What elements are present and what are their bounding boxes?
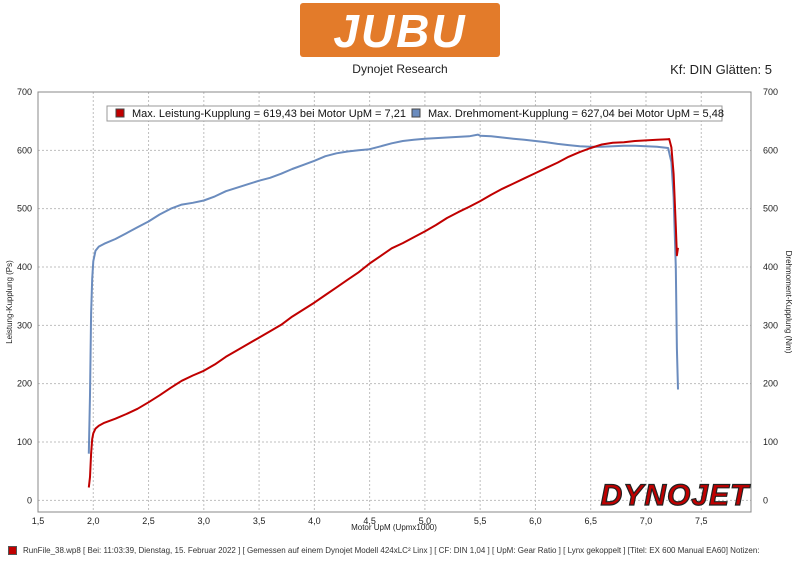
left-axis-label: Leistung-Kupplung (Ps) [5,260,14,344]
x-tick-label: 3,0 [198,516,211,526]
y-tick-label-right: 500 [763,204,778,214]
y-tick-label-left: 700 [17,87,32,97]
y-tick-label-right: 100 [763,437,778,447]
left-tick-labels: 0 100 200 300 400 500 600 700 [17,87,32,505]
legend-torque: Max. Drehmoment-Kupplung = 627,04 bei Mo… [428,108,724,120]
chart-subtitle: Dynojet Research [352,62,448,76]
x-tick-label: 5,5 [474,516,487,526]
jubu-logo: JUBU [300,3,500,57]
run-color-swatch [8,546,17,556]
x-tick-label: 7,5 [695,516,708,526]
y-tick-label-right: 0 [763,495,768,505]
right-axis-label: Drehmoment-Kupplung (Nm) [784,251,793,354]
correction-settings: Kf: DIN Glätten: 5 [670,62,772,77]
dynojet-watermark: DYNOJET [601,479,751,512]
legend-swatch-torque [411,108,421,118]
y-tick-label-right: 400 [763,262,778,272]
legend-swatch-power [115,108,125,118]
right-tick-labels: 0 100 200 300 400 500 600 700 [763,87,778,505]
y-tick-label-left: 200 [17,379,32,389]
y-tick-label-left: 400 [17,262,32,272]
plot-frame [37,91,752,513]
x-tick-label: 4,5 [363,516,376,526]
series-lines [87,133,679,488]
run-info-text: RunFile_38.wp8 [ Bei: 11:03:39, Dienstag… [23,546,760,555]
y-tick-label-left: 600 [17,145,32,155]
y-tick-label-left: 300 [17,320,32,330]
y-tick-label-right: 600 [763,145,778,155]
legend: Max. Leistung-Kupplung = 619,43 bei Moto… [106,105,724,122]
x-tick-label: 6,5 [584,516,597,526]
y-tick-label-right: 200 [763,379,778,389]
y-tick-label-left: 0 [27,495,32,505]
x-tick-label: 3,5 [253,516,266,526]
x-tick-label: 2,0 [87,516,100,526]
x-tick-label: 1,5 [32,516,45,526]
x-tick-label: 4,0 [308,516,321,526]
run-info-footer: RunFile_38.wp8 [ Bei: 11:03:39, Dienstag… [8,546,760,556]
dyno-chart: 1,5 2,0 2,5 3,0 3,5 4,0 4,5 5,0 5,5 6,0 6,5 7,0 7,5 … [5,87,793,532]
x-tick-labels: 1,5 2,0 2,5 3,0 3,5 4,0 4,5 5,0 5,5 6,0 6,5 7,0 7,5 [32,516,708,526]
y-tick-label-right: 700 [763,87,778,97]
x-tick-label: 6,0 [529,516,542,526]
y-tick-label-left: 100 [17,437,32,447]
power-line [87,138,679,488]
y-tick-label-left: 500 [17,204,32,214]
grid-lines [37,91,751,512]
y-tick-label-right: 300 [763,320,778,330]
x-tick-label: 5,0 [419,516,432,526]
x-tick-label: 2,5 [142,516,155,526]
legend-power: Max. Leistung-Kupplung = 619,43 bei Moto… [132,108,406,120]
logo-text: JUBU [333,5,466,57]
x-tick-label: 7,0 [640,516,653,526]
torque-line [87,133,679,454]
x-axis-label: Motor UpM (Upmx1000) [351,523,437,532]
